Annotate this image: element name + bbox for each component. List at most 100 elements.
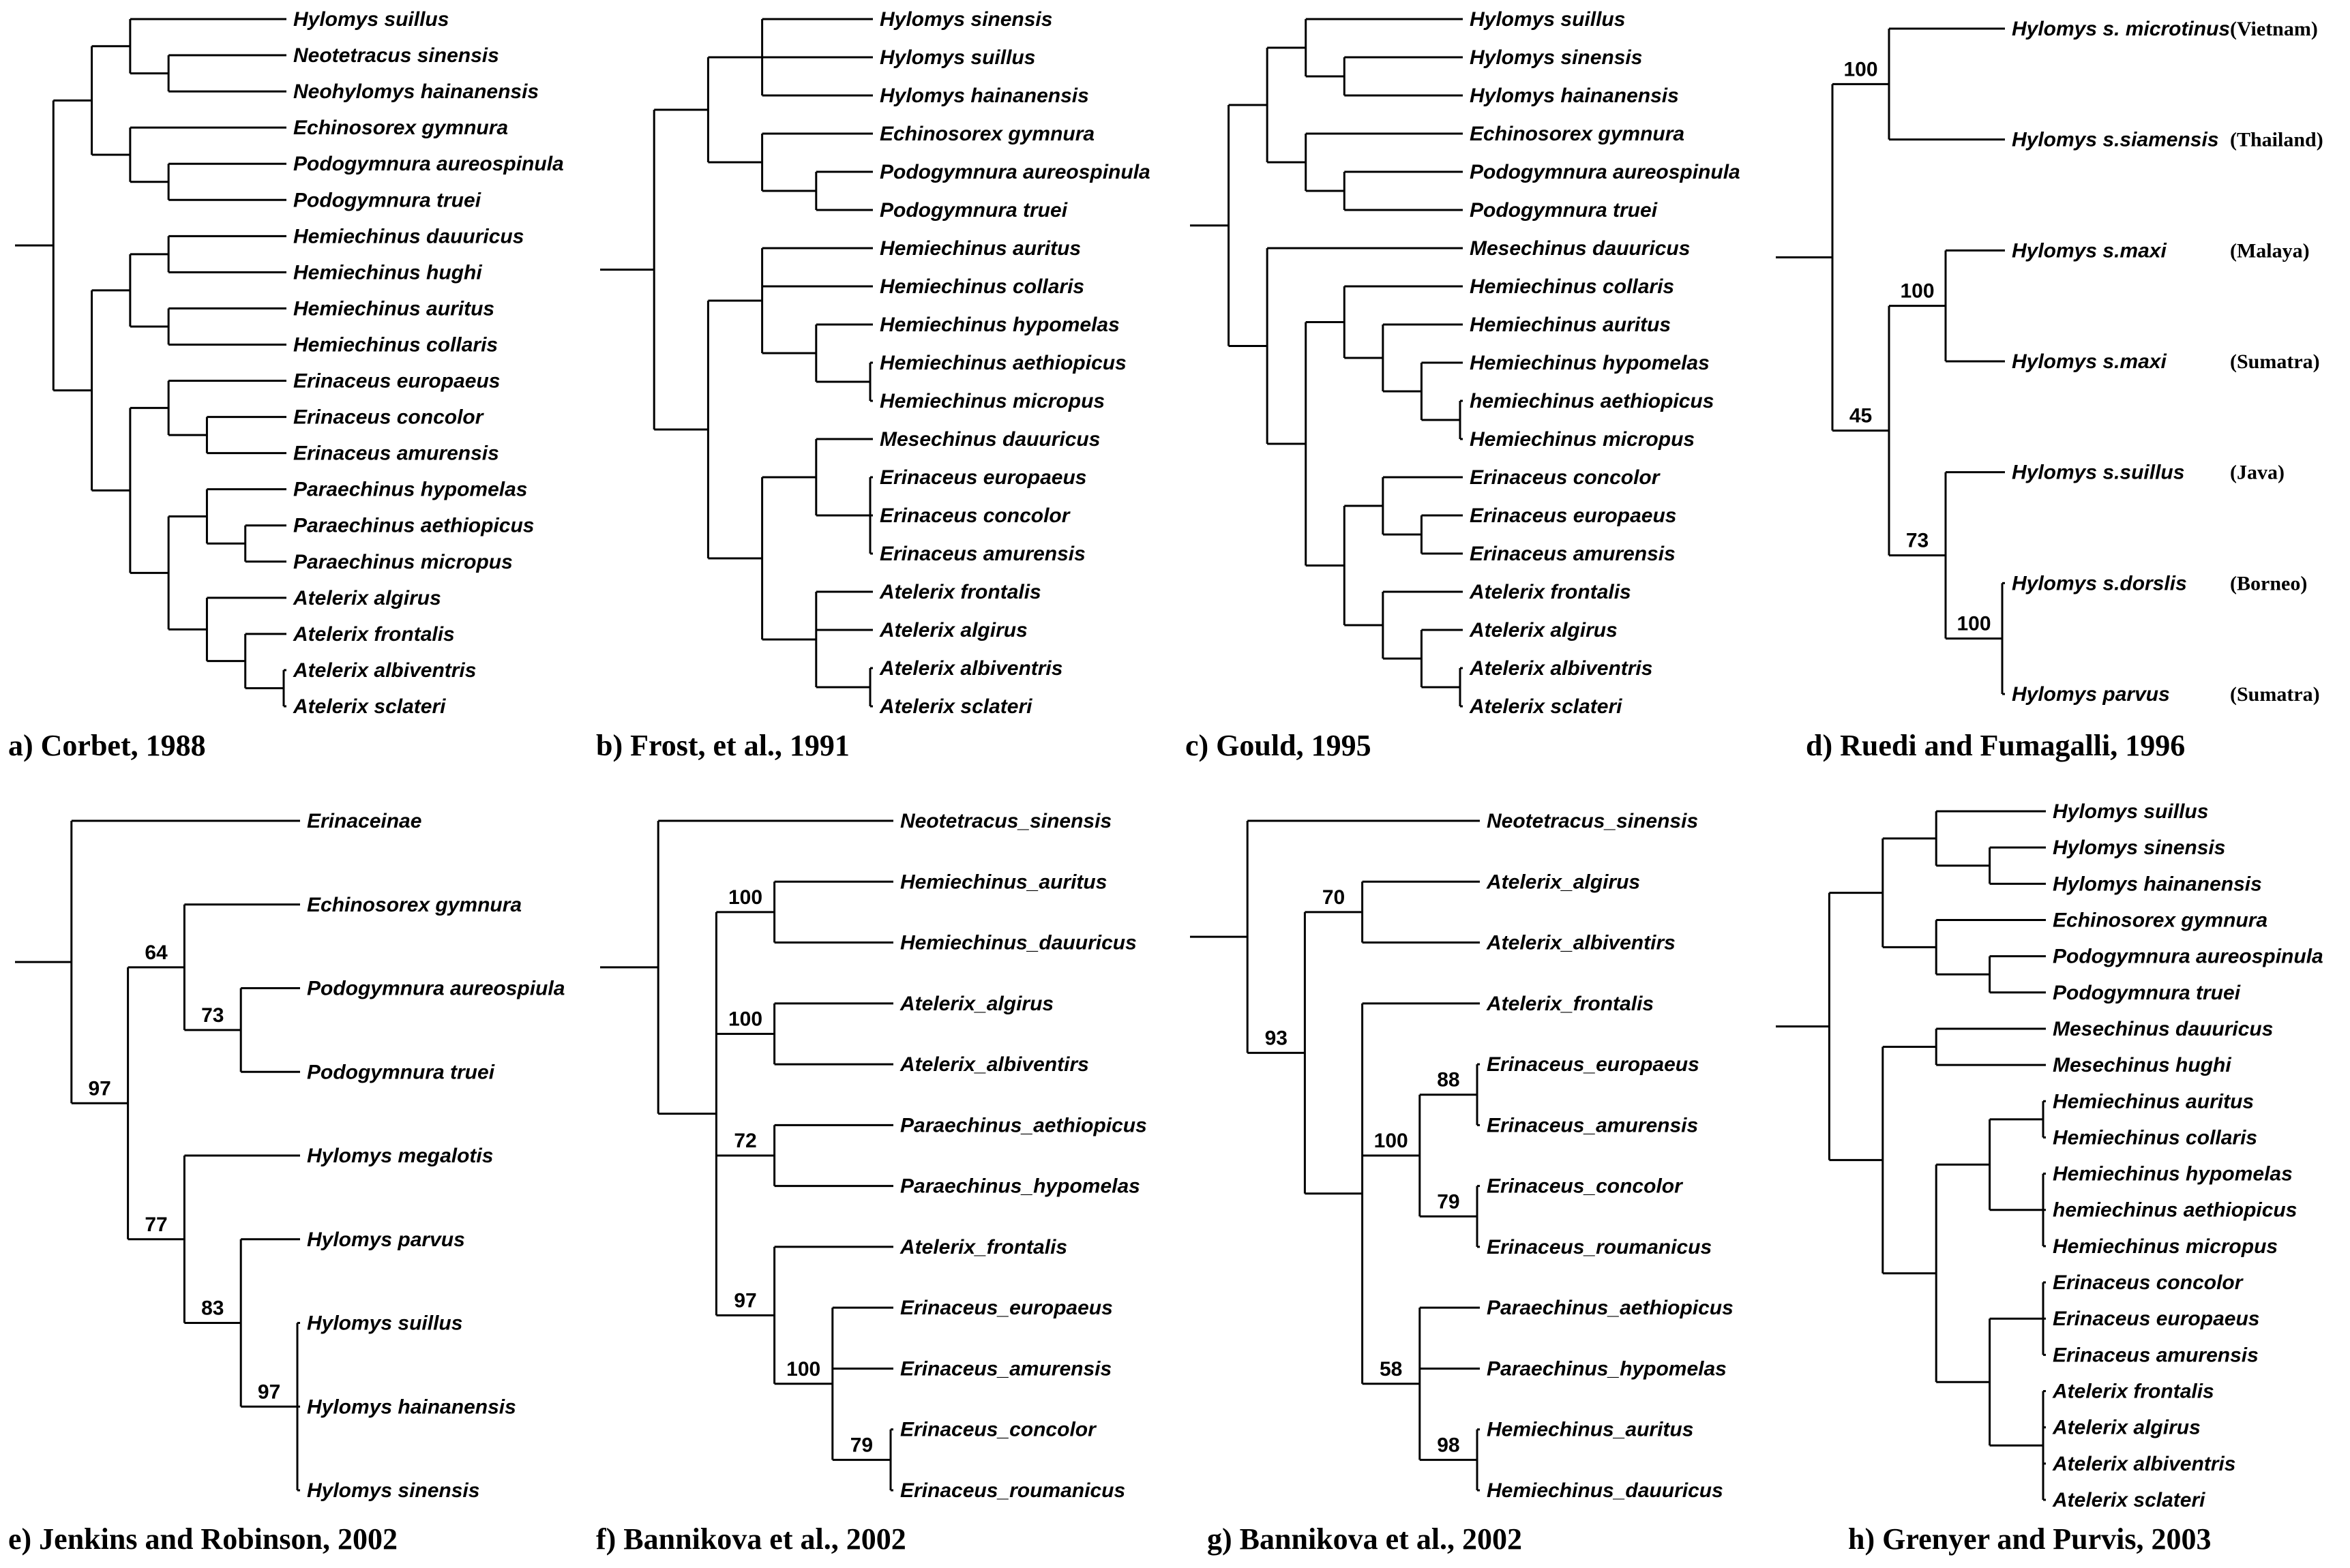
locality-label: (Sumatra) [2230, 350, 2320, 373]
taxon-label: Hylomys megalotis [307, 1145, 493, 1167]
taxon-label: Mesechinus dauuricus [2053, 1018, 2273, 1040]
taxon-label: Podogymnura truei [293, 189, 481, 211]
taxon-label: Erinaceus europaeus [2053, 1308, 2259, 1330]
taxon-label: Hylomys sinensis [880, 8, 1052, 31]
taxon-label: Neotetracus sinensis [293, 44, 499, 67]
taxon-label: hemiechinus aethiopicus [2053, 1199, 2297, 1222]
taxon-label: Podogymnura truei [880, 199, 1068, 222]
tree-panel-f: Neotetracus_sinensis Hemiechinus_auritus H… [596, 810, 1147, 1556]
tree-panel-g: Neotetracus_sinensis Atelerix_algirus Atel… [1190, 810, 1734, 1556]
taxon-label: Erinaceus_europaeus [1487, 1053, 1699, 1076]
taxon-label: Erinaceus europaeus [293, 370, 500, 393]
taxon-label: Atelerix_frontalis [899, 1236, 1067, 1258]
support-value: 100 [1374, 1130, 1408, 1152]
taxon-label: Echinosorex gymnura [1470, 123, 1684, 145]
taxon-label: Hemiechinus_auritus [900, 871, 1107, 893]
taxon-label: Hylomys s.dorslis [2012, 572, 2187, 594]
taxon-label: Hemiechinus aethiopicus [880, 352, 1127, 374]
taxon-label: Erinaceinae [307, 810, 421, 832]
taxon-label: Hemiechinus hypomelas [880, 314, 1120, 336]
taxon-label: Atelerix albiventris [293, 659, 476, 682]
taxon-label: Paraechinus micropus [293, 551, 513, 573]
taxon-label: Hemiechinus collaris [1470, 275, 1674, 298]
support-value: 98 [1437, 1434, 1459, 1456]
panel-caption: c) Gould, 1995 [1185, 729, 1371, 762]
taxon-label: Hemiechinus auritus [293, 297, 494, 320]
taxon-label: Hemiechinus auritus [880, 237, 1081, 260]
taxon-label: Hemiechinus hypomelas [2053, 1163, 2293, 1186]
support-value: 100 [728, 1008, 762, 1030]
taxon-label: Erinaceus europaeus [880, 466, 1086, 489]
taxon-label: Podogymnura aureospinula [1470, 161, 1740, 183]
taxon-label: Mesechinus dauuricus [1470, 237, 1690, 260]
panel-caption: g) Bannikova et al., 2002 [1207, 1522, 1522, 1556]
taxon-label: Hylomys sinensis [2053, 836, 2225, 859]
taxon-label: Podogymnura aureospiula [307, 978, 565, 1000]
taxon-label: Podogymnura truei [1470, 199, 1658, 222]
support-value: 100 [1957, 613, 1991, 635]
taxon-label: Hylomys hainanensis [307, 1396, 516, 1418]
taxon-label: Hylomys parvus [2012, 683, 2170, 706]
taxon-label: Hemiechinus micropus [1470, 428, 1695, 451]
taxon-label: Podogymnura aureospinula [2053, 946, 2323, 968]
taxon-label: Atelerix sclateri [1469, 695, 1622, 718]
taxon-label: Erinaceus_amurensis [900, 1357, 1112, 1380]
locality-label: (Vietnam) [2230, 18, 2318, 40]
support-value: 100 [786, 1358, 820, 1381]
taxon-label: Echinosorex gymnura [880, 123, 1095, 145]
taxon-label: Hemiechinus hypomelas [1470, 352, 1710, 374]
support-value: 97 [734, 1289, 756, 1312]
taxon-label: Echinosorex gymnura [307, 894, 522, 916]
taxon-label: Erinaceus concolor [293, 406, 485, 429]
taxon-label: Atelerix frontalis [879, 581, 1041, 603]
taxon-label: Hylomys hainanensis [2053, 873, 2262, 895]
taxon-label: Hemiechinus collaris [293, 333, 498, 356]
taxon-label: hemiechinus aethiopicus [1470, 390, 1714, 412]
support-value: 100 [728, 886, 762, 909]
support-value: 100 [1900, 280, 1934, 303]
locality-label: (Malaya) [2230, 239, 2310, 262]
taxon-label: Podogymnura aureospinula [880, 161, 1150, 183]
taxon-label: Echinosorex gymnura [2053, 909, 2267, 931]
support-value: 100 [1843, 58, 1877, 80]
taxon-label: Echinosorex gymnura [293, 117, 508, 139]
support-value: 79 [1437, 1190, 1459, 1213]
taxon-label: Hylomys parvus [307, 1228, 465, 1251]
taxon-label: Erinaceus amurensis [880, 543, 1086, 565]
taxon-label: Hemiechinus collaris [880, 275, 1084, 298]
taxon-label: Hemiechinus auritus [1470, 314, 1671, 336]
taxon-label: Atelerix algirus [879, 619, 1028, 642]
locality-label: (Borneo) [2230, 572, 2307, 594]
support-value: 97 [258, 1381, 280, 1403]
panel-caption: e) Jenkins and Robinson, 2002 [8, 1522, 398, 1556]
taxon-label: Hylomys hainanensis [1470, 85, 1679, 107]
tree-panel-e: Erinaceinae Echinosorex gymnura Podogymnur… [8, 810, 565, 1556]
taxon-label: Erinaceus concolor [1470, 466, 1661, 489]
support-value: 88 [1437, 1069, 1459, 1091]
support-value: 73 [201, 1004, 224, 1027]
taxon-label: Erinaceus europaeus [1470, 504, 1676, 527]
taxon-label: Paraechinus_hypomelas [1487, 1357, 1727, 1380]
taxon-label: Atelerix sclateri [293, 695, 446, 718]
taxon-label: Hylomys s.maxi [2012, 350, 2167, 373]
taxon-label: Hylomys s. microtinus [2012, 18, 2230, 40]
taxon-label: Erinaceus amurensis [2053, 1344, 2259, 1366]
support-value: 77 [145, 1213, 167, 1236]
panel-caption: b) Frost, et al., 1991 [596, 729, 850, 762]
taxon-label: Atelerix_albiventirs [1486, 932, 1676, 954]
tree-panel-h: Hylomys suillus Hylomys sinensis Hylomys h… [1776, 800, 2323, 1556]
taxon-label: Atelerix_albiventirs [899, 1053, 1089, 1076]
taxon-label: Erinaceus amurensis [1470, 543, 1676, 565]
taxon-label: Podogymnura truei [2053, 982, 2241, 1004]
taxon-label: Paraechinus hypomelas [293, 479, 527, 501]
locality-label: (Thailand) [2230, 129, 2323, 151]
taxon-label: Atelerix frontalis [2052, 1381, 2214, 1403]
taxon-label: Hemiechinus dauuricus [293, 225, 524, 247]
taxon-label: Atelerix_algirus [1486, 871, 1640, 893]
taxon-label: Podogymnura truei [307, 1061, 495, 1083]
taxon-label: Hylomys sinensis [307, 1479, 479, 1502]
taxon-label: Erinaceus concolor [880, 504, 1071, 527]
support-value: 58 [1380, 1358, 1402, 1381]
taxon-label: Hylomys s.siamensis [2012, 129, 2219, 151]
